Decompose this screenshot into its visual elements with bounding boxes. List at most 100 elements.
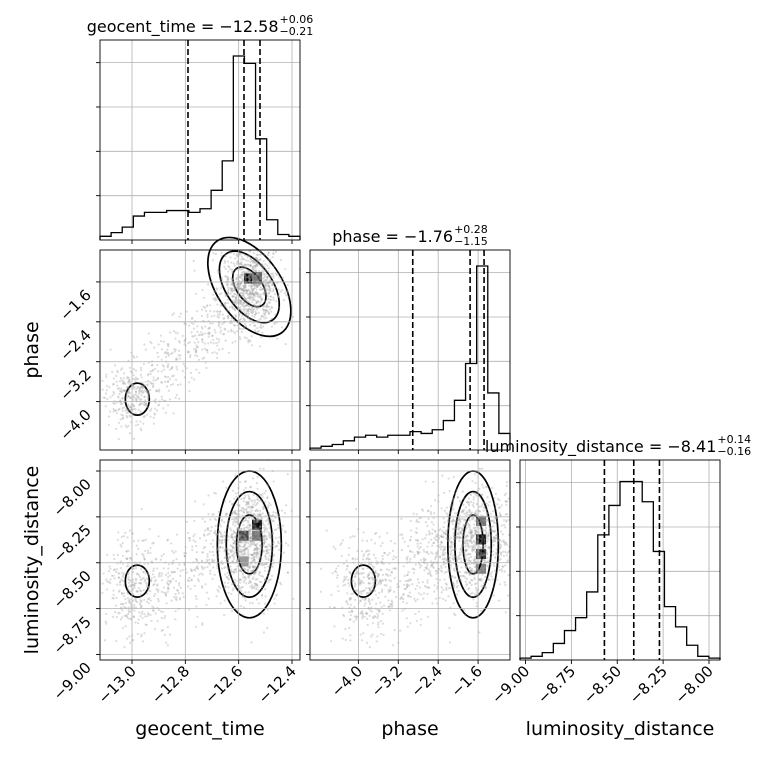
sample-point [268,578,271,582]
sample-point [377,608,381,612]
sample-point [433,537,436,540]
sample-point [144,615,147,618]
sample-point [129,391,132,395]
sample-point [243,285,246,288]
sample-point [117,576,121,579]
sample-point [115,640,118,643]
sample-point [107,580,111,583]
sample-point [478,578,481,581]
sample-point [469,532,472,535]
sample-point [447,556,451,559]
sample-point [167,353,170,356]
sample-point [240,557,243,561]
sample-point [225,294,229,297]
sample-point [485,545,488,548]
sample-point [244,322,247,325]
sample-point [444,551,447,554]
sample-point [162,365,165,368]
sample-point [160,395,163,398]
sample-point [449,586,453,589]
sample-point [421,538,424,541]
sample-point [166,364,169,368]
sample-point [119,618,123,621]
sample-point [264,501,267,504]
sample-point [259,525,262,528]
sample-point [363,615,366,618]
sample-point [221,535,224,538]
sample-point [250,286,253,289]
sample-point [452,497,455,500]
sample-point [469,595,472,598]
sample-point [127,403,130,406]
sample-point [441,551,445,554]
sample-point [230,503,234,506]
sample-point [253,551,256,554]
sample-point [245,431,247,433]
sample-point [453,527,456,530]
sample-point [256,518,259,521]
sample-point [333,606,336,609]
sample-point [173,348,176,351]
sample-point [232,283,235,286]
sample-point [242,298,245,302]
sample-point [162,368,166,371]
sample-point [255,308,259,311]
sample-point [146,389,149,392]
sample-point [499,545,503,548]
sample-point [251,292,254,295]
sample-point [134,369,138,372]
sample-point [486,519,490,522]
sample-point [164,593,168,596]
sample-point [126,386,129,389]
sample-point [440,541,443,544]
sample-point [244,298,248,301]
sample-point [245,291,248,295]
sample-point [241,270,244,274]
sample-point [262,291,265,295]
sample-point [482,548,485,551]
sample-point [252,283,255,286]
panel-geocent-time-vs-luminosity-distance [99,459,301,661]
sample-point [450,575,453,578]
sample-point [126,408,129,411]
sample-point [248,539,251,542]
sample-point [158,573,161,576]
sample-point [233,292,236,296]
y-tick-label-luminosity-distance: −9.00 [50,659,95,704]
sample-point [418,547,421,550]
sample-point [362,581,365,584]
sample-point [142,589,145,592]
sample-point [206,349,209,352]
sample-point [435,535,439,538]
sample-point [272,252,275,255]
sample-point [474,541,477,544]
sample-point [136,572,139,575]
sample-point [242,613,245,617]
sample-point [368,577,371,580]
sample-point [128,383,131,386]
sample-point [115,604,118,607]
sample-point [451,520,454,523]
sample-point [465,544,468,547]
sample-point [482,544,485,548]
sample-point [249,274,253,277]
sample-point [152,376,155,379]
sample-point [440,540,443,544]
sample-point [243,285,246,288]
sample-point [236,260,239,263]
sample-point [283,292,286,295]
sample-point [368,588,371,591]
sample-point [224,247,226,249]
sample-point [171,375,174,378]
sample-point [259,282,262,285]
sample-point [354,589,357,592]
sample-point [285,289,288,292]
sample-point [268,512,271,515]
sample-point [456,570,459,573]
sample-point [132,367,136,371]
sample-point [162,610,165,613]
sample-point [483,565,486,569]
sample-point [435,577,438,581]
sample-point [261,493,264,496]
sample-point [475,601,478,605]
